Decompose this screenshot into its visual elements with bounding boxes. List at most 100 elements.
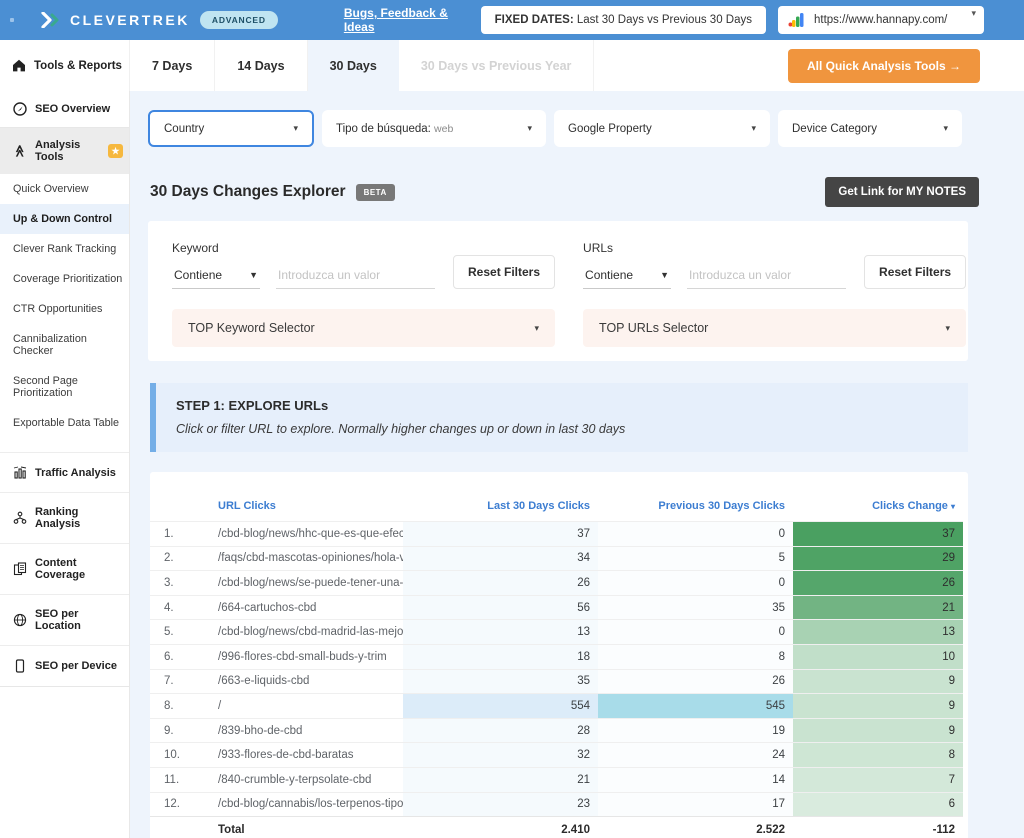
menu-dot-icon (10, 18, 14, 22)
row-url[interactable]: / (218, 699, 222, 712)
tab-14-days[interactable]: 14 Days (215, 40, 308, 91)
row-index: 1. (164, 527, 174, 540)
sidebar-item-cannibalization-checker[interactable]: Cannibalization Checker (13, 333, 87, 357)
keyword-url-filter-panel: Keyword Contiene ▼ Reset Filters TOP Key… (148, 221, 968, 361)
urls-operator-select[interactable]: Contiene ▼ (583, 264, 672, 289)
sidebar-item-coverage-prioritization[interactable]: Coverage Prioritization (13, 273, 123, 285)
row-last30-clicks: 56 (403, 595, 598, 620)
row-index: 5. (164, 626, 174, 639)
row-url[interactable]: /cbd-blog/news/cbd-madrid-las-mejores-ti… (218, 626, 403, 639)
row-prev30-clicks: 19 (598, 718, 793, 743)
sort-desc-icon: ▾ (950, 502, 955, 511)
sidebar-item-ranking-analysis[interactable]: Ranking Analysis (0, 492, 129, 543)
sidebar-item-traffic-analysis[interactable]: Traffic Analysis (0, 452, 129, 492)
search-type-label: Tipo de búsqueda: (336, 122, 431, 135)
sidebar-item-analysis-tools[interactable]: ≫ Analysis Tools ★ (0, 128, 129, 174)
tools-reports[interactable]: Tools & Reports (0, 40, 130, 91)
table-row[interactable]: 11. /840-crumble-y-terpsolate-cbd 21 14 … (150, 766, 963, 792)
country-filter-label: Country (164, 122, 205, 135)
feedback-link[interactable]: Bugs, Feedback & Ideas (343, 6, 448, 34)
table-row[interactable]: 6. /996-flores-cbd-small-buds-y-trim 18 … (150, 643, 963, 669)
header-previous-30-days-clicks[interactable]: Previous 30 Days Clicks (658, 500, 785, 512)
top-urls-selector[interactable]: TOP URLs Selector ▾ (583, 309, 967, 347)
urls-reset-filters-button[interactable]: Reset Filters (864, 255, 967, 289)
table-row[interactable]: 12. /cbd-blog/cannabis/los-terpenos-tipo… (150, 791, 963, 817)
sidebar-item-up-down-control[interactable]: Up & Down Control (0, 204, 129, 234)
get-link-notes-button[interactable]: Get Link for MY NOTES (825, 177, 979, 207)
sidebar-item-seo-per-device[interactable]: SEO per Device (0, 645, 129, 686)
step1-subtitle: Click or filter URL to explore. Normally… (176, 422, 626, 436)
device-category-filter[interactable]: Device Category ▾ (778, 110, 962, 147)
table-row[interactable]: 3. /cbd-blog/news/se-puede-tener-una-sob… (150, 570, 963, 595)
property-url: https://www.hannapy.com/ (814, 14, 948, 26)
header-url-clicks[interactable]: URL Clicks (218, 500, 276, 512)
row-prev30-clicks: 8 (598, 644, 793, 669)
row-last30-clicks: 28 (403, 718, 598, 743)
all-quick-analysis-tools-button[interactable]: All Quick Analysis Tools → (787, 48, 980, 83)
country-filter[interactable]: Country ▾ (148, 110, 314, 147)
row-index: 12. (164, 798, 180, 811)
row-clicks-change: 13 (793, 620, 963, 644)
main-content: Country ▾ Tipo de búsqueda: web ▾ Google… (130, 91, 1024, 838)
sidebar-item-quick-overview[interactable]: Quick Overview (13, 183, 89, 195)
plan-badge: ADVANCED (199, 11, 278, 29)
table-row[interactable]: 1. /cbd-blog/news/hhc-que-es-que-efectos… (150, 521, 963, 546)
mobile-icon (12, 659, 27, 673)
keyword-operator-select[interactable]: Contiene ▼ (172, 264, 260, 289)
row-url[interactable]: /664-cartuchos-cbd (218, 601, 317, 614)
urls-value-input[interactable] (687, 264, 847, 289)
sidebar-item-ctr-opportunities[interactable]: CTR Opportunities (13, 303, 103, 315)
row-prev30-clicks: 14 (598, 767, 793, 792)
caret-down-icon: ▾ (971, 8, 976, 18)
row-url[interactable]: /663-e-liquids-cbd (218, 675, 310, 688)
sidebar-item-exportable-data-table[interactable]: Exportable Data Table (13, 417, 120, 429)
caret-down-icon: ▾ (527, 123, 532, 133)
bar-chart-icon (12, 466, 27, 479)
row-url[interactable]: /cbd-blog/news/se-puede-tener-una-sobre.… (218, 576, 403, 589)
total-last30: 2.410 (561, 823, 590, 836)
brand-chevrons-icon (40, 12, 64, 28)
row-prev30-clicks: 17 (598, 792, 793, 817)
row-last30-clicks: 554 (403, 694, 598, 718)
keyword-value-input[interactable] (276, 264, 435, 289)
table-row[interactable]: 9. /839-bho-de-cbd 28 19 9 (150, 717, 963, 743)
row-url[interactable]: /839-bho-de-cbd (218, 724, 303, 737)
table-row[interactable]: 2. /faqs/cbd-mascotas-opiniones/hola-veo… (150, 545, 963, 571)
brand-logo[interactable]: CLEVERTREK (40, 12, 190, 28)
row-url[interactable]: /996-flores-cbd-small-buds-y-trim (218, 650, 387, 663)
row-url[interactable]: /933-flores-de-cbd-baratas (218, 749, 354, 762)
tab-7-days[interactable]: 7 Days (130, 40, 216, 91)
sidebar-item-label: Ranking Analysis (35, 506, 81, 530)
google-property-label: Google Property (568, 122, 652, 135)
row-url[interactable]: /840-crumble-y-terpsolate-cbd (218, 773, 372, 786)
top-keyword-selector[interactable]: TOP Keyword Selector ▾ (172, 309, 556, 347)
table-row[interactable]: 8. / 554 545 9 (150, 693, 963, 718)
sidebar-item-clever-rank-tracking[interactable]: Clever Rank Tracking (13, 243, 117, 255)
row-url[interactable]: /cbd-blog/cannabis/los-terpenos-tipos-y-… (218, 798, 403, 811)
sidebar-item-second-page-prioritization[interactable]: Second Page Prioritization (13, 375, 78, 399)
search-type-filter[interactable]: Tipo de búsqueda: web ▾ (322, 110, 546, 147)
sidebar-item-seo-per-location[interactable]: SEO per Location (0, 594, 129, 645)
row-url[interactable]: /faqs/cbd-mascotas-opiniones/hola-veo-qu… (218, 552, 403, 565)
table-row[interactable]: 5. /cbd-blog/news/cbd-madrid-las-mejores… (150, 619, 963, 644)
table-row[interactable]: 7. /663-e-liquids-cbd 35 26 9 (150, 668, 963, 694)
double-chevron-up-icon: ≫ (12, 144, 27, 158)
google-property-filter[interactable]: Google Property ▾ (554, 110, 770, 147)
sidebar-item-seo-overview[interactable]: SEO Overview (0, 91, 129, 127)
tab-30-days[interactable]: 30 Days (307, 40, 399, 91)
header-last-30-days-clicks[interactable]: Last 30 Days Clicks (487, 500, 590, 512)
row-last30-clicks: 26 (403, 571, 598, 595)
caret-down-icon: ▼ (660, 270, 670, 280)
table-row[interactable]: 4. /664-cartuchos-cbd 56 35 21 (150, 594, 963, 620)
keyword-reset-filters-button[interactable]: Reset Filters (453, 255, 556, 289)
property-selector[interactable]: https://www.hannapy.com/ ▾ (778, 6, 984, 34)
table-row[interactable]: 10. /933-flores-de-cbd-baratas 32 24 8 (150, 742, 963, 767)
global-filters: Country ▾ Tipo de búsqueda: web ▾ Google… (148, 110, 970, 147)
row-url[interactable]: /cbd-blog/news/hhc-que-es-que-efectos-ti… (218, 527, 403, 540)
header-clicks-change[interactable]: Clicks Change ▾ (793, 500, 963, 512)
row-index: 9. (164, 724, 174, 737)
row-clicks-change: 37 (793, 522, 963, 546)
row-index: 4. (164, 601, 174, 614)
sidebar-item-content-coverage[interactable]: Content Coverage (0, 543, 129, 594)
row-clicks-change: 9 (793, 718, 963, 743)
